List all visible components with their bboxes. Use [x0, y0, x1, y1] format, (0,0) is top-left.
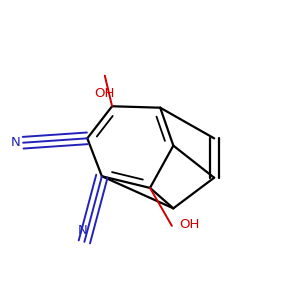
Text: N: N [11, 136, 20, 149]
Text: N: N [78, 224, 88, 238]
Text: OH: OH [179, 218, 200, 231]
Text: OH: OH [94, 87, 115, 100]
